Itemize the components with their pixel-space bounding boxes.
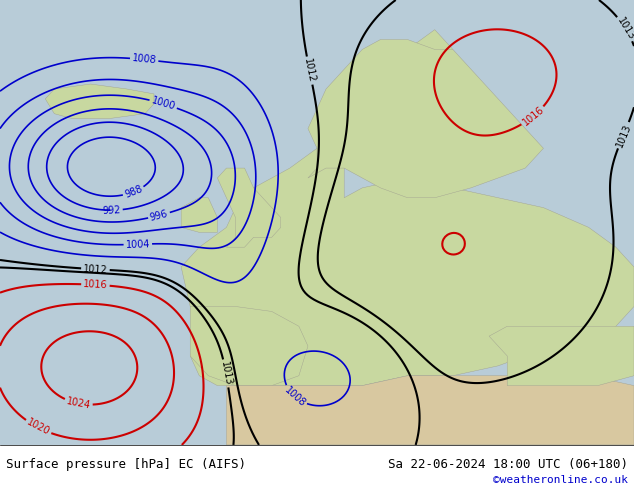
Polygon shape <box>45 84 154 119</box>
Text: 1020: 1020 <box>25 417 51 438</box>
Text: 1013: 1013 <box>219 361 233 386</box>
Text: 1012: 1012 <box>302 57 317 84</box>
Text: ©weatheronline.co.uk: ©weatheronline.co.uk <box>493 475 628 486</box>
Polygon shape <box>181 198 217 232</box>
Text: 1004: 1004 <box>126 239 150 250</box>
Polygon shape <box>190 307 308 386</box>
Text: 1024: 1024 <box>65 396 91 411</box>
Polygon shape <box>181 30 634 386</box>
Text: 1012: 1012 <box>83 264 108 275</box>
Text: 1000: 1000 <box>150 96 176 112</box>
Text: 988: 988 <box>123 184 144 200</box>
Polygon shape <box>217 168 281 247</box>
Polygon shape <box>226 376 634 445</box>
Text: 1013: 1013 <box>615 16 634 42</box>
Text: Surface pressure [hPa] EC (AIFS): Surface pressure [hPa] EC (AIFS) <box>6 458 247 470</box>
Text: 1016: 1016 <box>521 105 546 128</box>
Polygon shape <box>489 326 634 386</box>
Text: 996: 996 <box>149 208 169 222</box>
Text: 1008: 1008 <box>131 53 157 66</box>
Text: 1013: 1013 <box>614 122 633 148</box>
Text: 992: 992 <box>102 205 121 216</box>
Text: 1016: 1016 <box>83 279 108 291</box>
Polygon shape <box>308 40 543 198</box>
Text: 1008: 1008 <box>282 385 307 409</box>
Text: Sa 22-06-2024 18:00 UTC (06+180): Sa 22-06-2024 18:00 UTC (06+180) <box>387 458 628 470</box>
